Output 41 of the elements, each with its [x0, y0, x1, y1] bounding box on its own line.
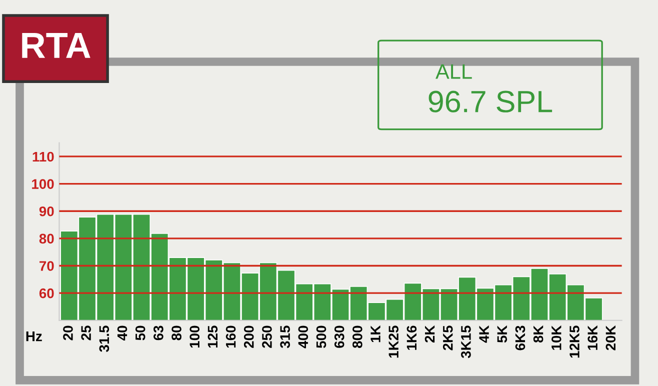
x-tick-label: 12K5 — [570, 326, 580, 358]
x-tick-label: 1K6 — [406, 326, 417, 350]
x-tick-label: 31.5 — [99, 326, 110, 352]
x-tick-label: 2K — [424, 325, 435, 343]
x-tick-label: 40 — [117, 326, 128, 340]
x-tick-label: 50 — [135, 326, 146, 340]
x-tick-label: 315 — [280, 326, 290, 348]
x-tick-label: 6K3 — [515, 326, 526, 350]
x-tick-label: 500 — [316, 326, 326, 348]
x-tick-label: 200 — [244, 326, 254, 348]
text: 96.7 SPL — [428, 90, 552, 112]
x-axis-title: Hz — [26, 332, 42, 342]
y-tick-label: 60 — [39, 288, 54, 298]
x-tick-label: 250 — [262, 326, 272, 348]
x-tick-label: 10K — [551, 325, 562, 350]
x-tick-label: 25 — [81, 326, 91, 340]
x-tick-label: 160 — [226, 326, 236, 348]
x-tick-label: 16K — [588, 325, 598, 350]
x-tick-label: 125 — [208, 326, 218, 348]
x-tick-label: 3K15 — [461, 326, 471, 358]
x-tick-label: 80 — [172, 326, 182, 340]
x-tick-label: 20 — [63, 326, 73, 340]
x-tick-label: 800 — [352, 326, 362, 348]
x-tick-label: 1K25 — [388, 326, 399, 358]
x-tick-label: 2K5 — [442, 326, 453, 350]
y-tick-label: 110 — [32, 152, 54, 162]
x-tick-label: 400 — [298, 326, 308, 348]
y-tick-label: 80 — [39, 234, 54, 244]
y-tick-label: 100 — [32, 179, 54, 189]
x-tick-label: 1K — [370, 325, 380, 342]
y-tick-label: 90 — [39, 206, 54, 216]
y-tick-label: 70 — [40, 261, 54, 271]
x-tick-label: 63 — [154, 326, 164, 340]
x-tick-label: 8K — [533, 325, 544, 343]
text: ALL — [436, 64, 472, 79]
x-tick-label: 20K — [606, 325, 616, 350]
x-tick-label: 100 — [190, 326, 200, 348]
x-tick-label: 630 — [334, 326, 344, 348]
chart-title: RTA — [22, 33, 90, 58]
x-tick-label: 4K — [479, 325, 489, 343]
x-tick-label: 5K — [497, 325, 508, 343]
